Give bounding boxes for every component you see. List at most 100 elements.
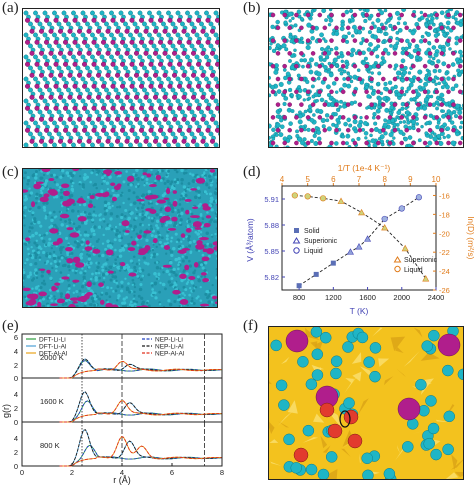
al-atom xyxy=(209,116,215,122)
li-atom xyxy=(28,43,33,49)
li-atom xyxy=(381,40,385,44)
isosurface-patch xyxy=(341,448,351,457)
li-atom xyxy=(404,106,408,110)
li-atom xyxy=(392,136,396,140)
li-atom xyxy=(218,132,219,136)
al-atom xyxy=(195,83,201,89)
li-atom xyxy=(113,238,117,242)
li-atom xyxy=(175,10,181,16)
al-cluster xyxy=(195,177,206,184)
al-atom xyxy=(91,61,97,67)
li-atom xyxy=(309,139,314,143)
li-atom xyxy=(160,146,163,147)
al-atom xyxy=(462,78,463,80)
li-atom xyxy=(132,191,136,195)
li-atom xyxy=(122,266,127,270)
li-atom xyxy=(299,17,304,21)
li-atom xyxy=(103,200,108,205)
al-cluster xyxy=(101,192,109,198)
li-atom xyxy=(53,181,56,184)
li-atom xyxy=(431,102,437,108)
li-atom xyxy=(190,280,194,284)
li-atom xyxy=(327,67,331,72)
li-atom xyxy=(305,44,311,51)
li-atom xyxy=(305,79,310,84)
li-atom xyxy=(33,217,37,221)
al-atom xyxy=(345,127,351,133)
li-atom xyxy=(142,109,147,115)
al-atom xyxy=(114,94,120,100)
gr-curve-al-al xyxy=(59,360,222,379)
li-atom xyxy=(189,287,192,290)
li-atom xyxy=(36,146,40,147)
li-atom xyxy=(74,146,78,147)
li-atom xyxy=(104,267,108,270)
al-cluster xyxy=(139,305,149,307)
li-atom xyxy=(34,256,38,260)
li-atom xyxy=(203,243,207,247)
al-atom xyxy=(392,76,398,82)
al-atom xyxy=(334,51,339,56)
al-cluster xyxy=(43,193,50,198)
li-atom xyxy=(188,244,192,248)
li-atom xyxy=(52,76,57,82)
solid-point xyxy=(313,271,319,277)
al-cluster xyxy=(202,248,207,253)
li-atom xyxy=(32,173,36,176)
al-cluster xyxy=(172,190,177,194)
li-atom xyxy=(307,96,312,101)
li-atom xyxy=(164,287,167,291)
li-atom xyxy=(337,68,342,72)
li-atom xyxy=(199,202,202,206)
al-atom xyxy=(334,25,339,31)
al-atom xyxy=(427,51,433,56)
al-atom xyxy=(457,89,463,95)
li-atom xyxy=(101,242,105,245)
li-atom xyxy=(107,268,110,272)
li-atom xyxy=(145,238,149,243)
li-atom xyxy=(300,140,305,146)
li-atom xyxy=(23,120,29,126)
li-atom xyxy=(109,120,114,126)
li-atom xyxy=(114,258,117,262)
superionic-point xyxy=(355,243,363,250)
li-atom xyxy=(138,269,142,273)
li-atom xyxy=(343,121,348,127)
li-atom xyxy=(127,197,131,201)
legend-liquid-orange-label: Liquid xyxy=(404,267,423,274)
li-atom xyxy=(48,237,52,241)
li-atom xyxy=(129,268,134,273)
isosurface-patch xyxy=(287,400,298,414)
li-atom xyxy=(168,220,173,225)
li-atom xyxy=(52,32,57,38)
li-atom xyxy=(40,191,44,195)
al-atom xyxy=(157,105,163,111)
al-atom xyxy=(105,94,111,100)
al-atom xyxy=(86,72,92,78)
liquid-orange-point xyxy=(304,193,311,200)
al-cluster xyxy=(89,195,95,200)
li-atom xyxy=(407,135,413,140)
al-atom xyxy=(167,39,173,45)
li-atom xyxy=(178,304,181,307)
al-atom xyxy=(53,83,59,89)
li-atom xyxy=(358,9,363,11)
li-atom xyxy=(411,126,416,131)
gr-curve-li-al xyxy=(59,391,222,423)
li-atom xyxy=(326,102,332,107)
li-atom xyxy=(115,214,119,218)
al-atom xyxy=(157,127,163,133)
al-atom xyxy=(48,94,54,100)
al-atom xyxy=(148,83,154,89)
al-cluster xyxy=(177,249,187,254)
al-atom xyxy=(446,12,451,18)
li-atom xyxy=(208,243,213,247)
red-atom xyxy=(343,409,359,425)
li-atom xyxy=(180,131,185,137)
panel-label-b: (b) xyxy=(243,0,261,16)
li-atom xyxy=(441,114,446,119)
li-atom xyxy=(348,123,353,128)
isosurface-patch xyxy=(451,454,458,470)
li-atom xyxy=(98,297,102,301)
li-atom xyxy=(97,271,101,275)
